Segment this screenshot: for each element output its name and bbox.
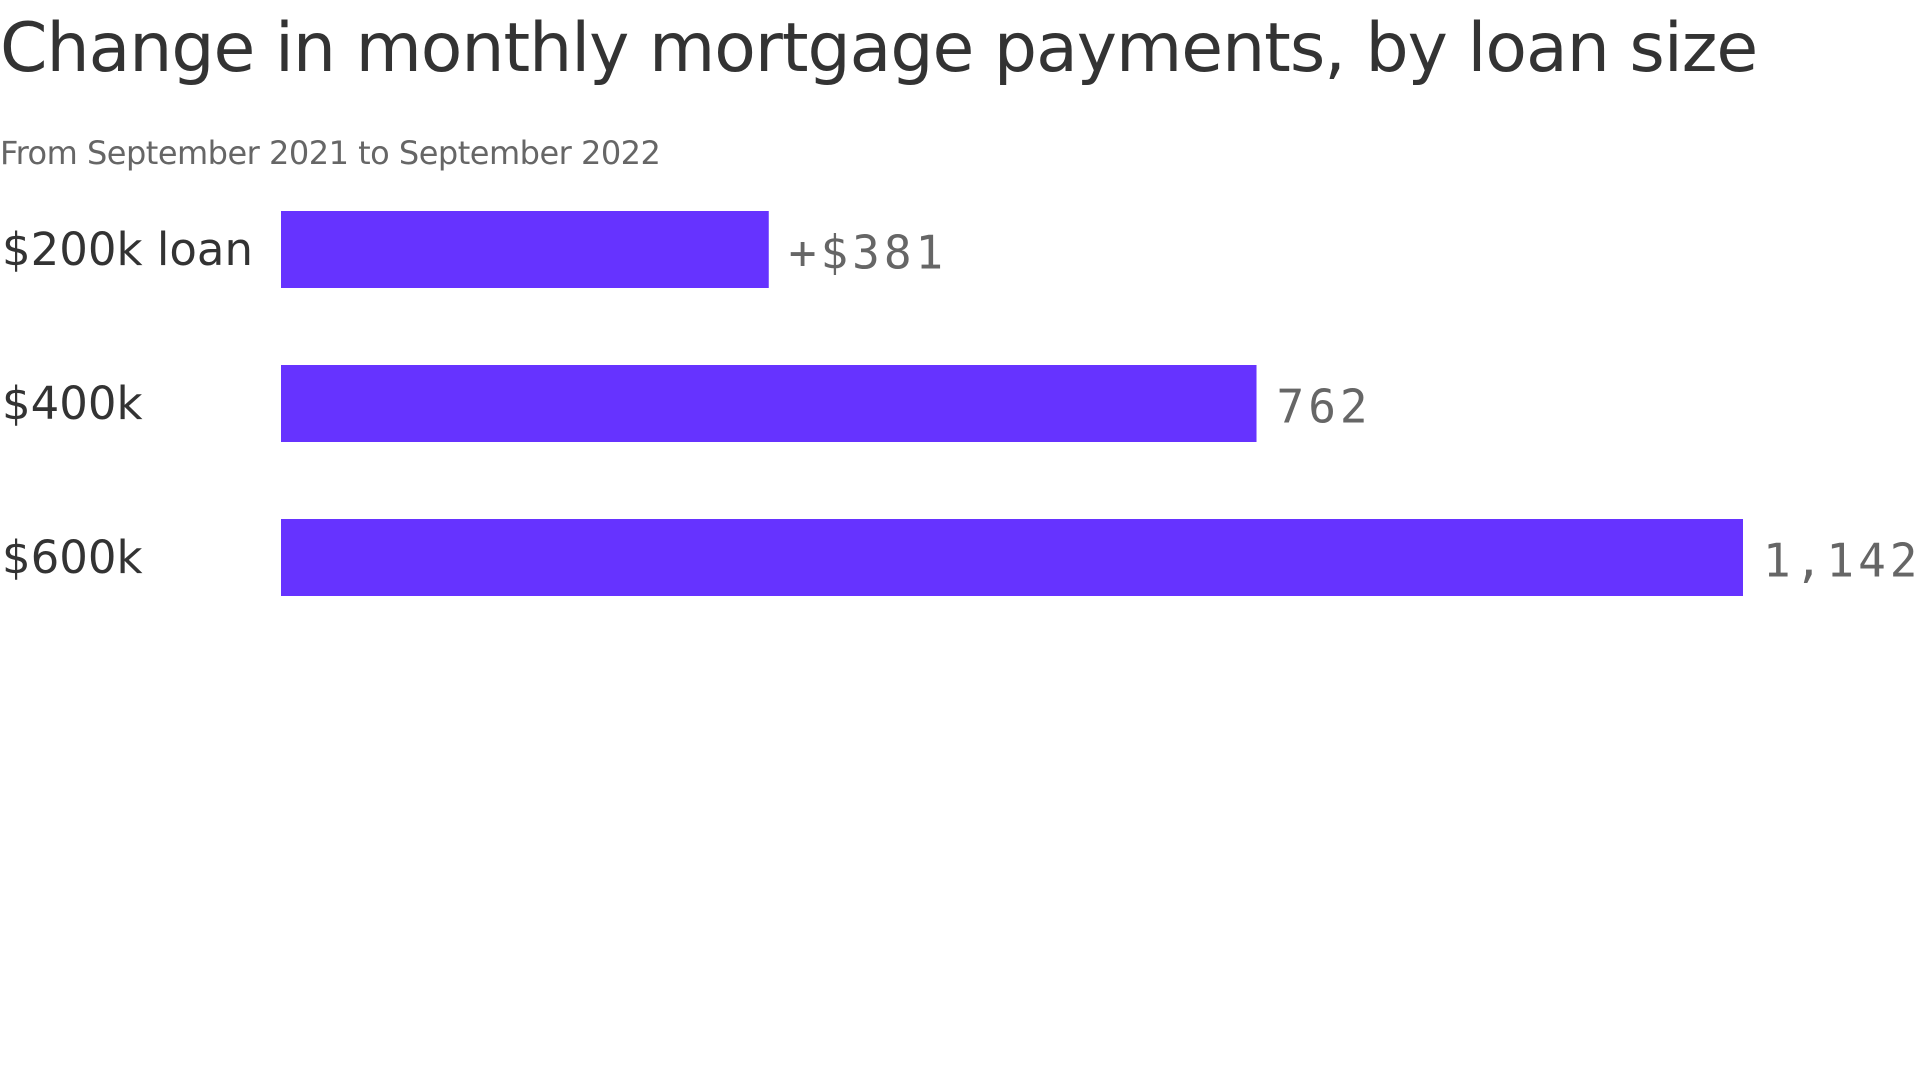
category-label: $600k — [2, 531, 143, 584]
bar — [281, 519, 1743, 596]
bar — [281, 365, 1257, 442]
category-label: $400k — [2, 377, 143, 430]
category-label: $200k loan — [2, 223, 253, 276]
value-label: +$381 — [789, 226, 947, 280]
bar — [281, 211, 769, 288]
value-label: 762 — [1277, 380, 1372, 434]
chart-subtitle: From September 2021 to September 2022 — [0, 134, 661, 172]
chart-title: Change in monthly mortgage payments, by … — [0, 9, 1758, 88]
value-label: 1,142 — [1763, 534, 1920, 588]
